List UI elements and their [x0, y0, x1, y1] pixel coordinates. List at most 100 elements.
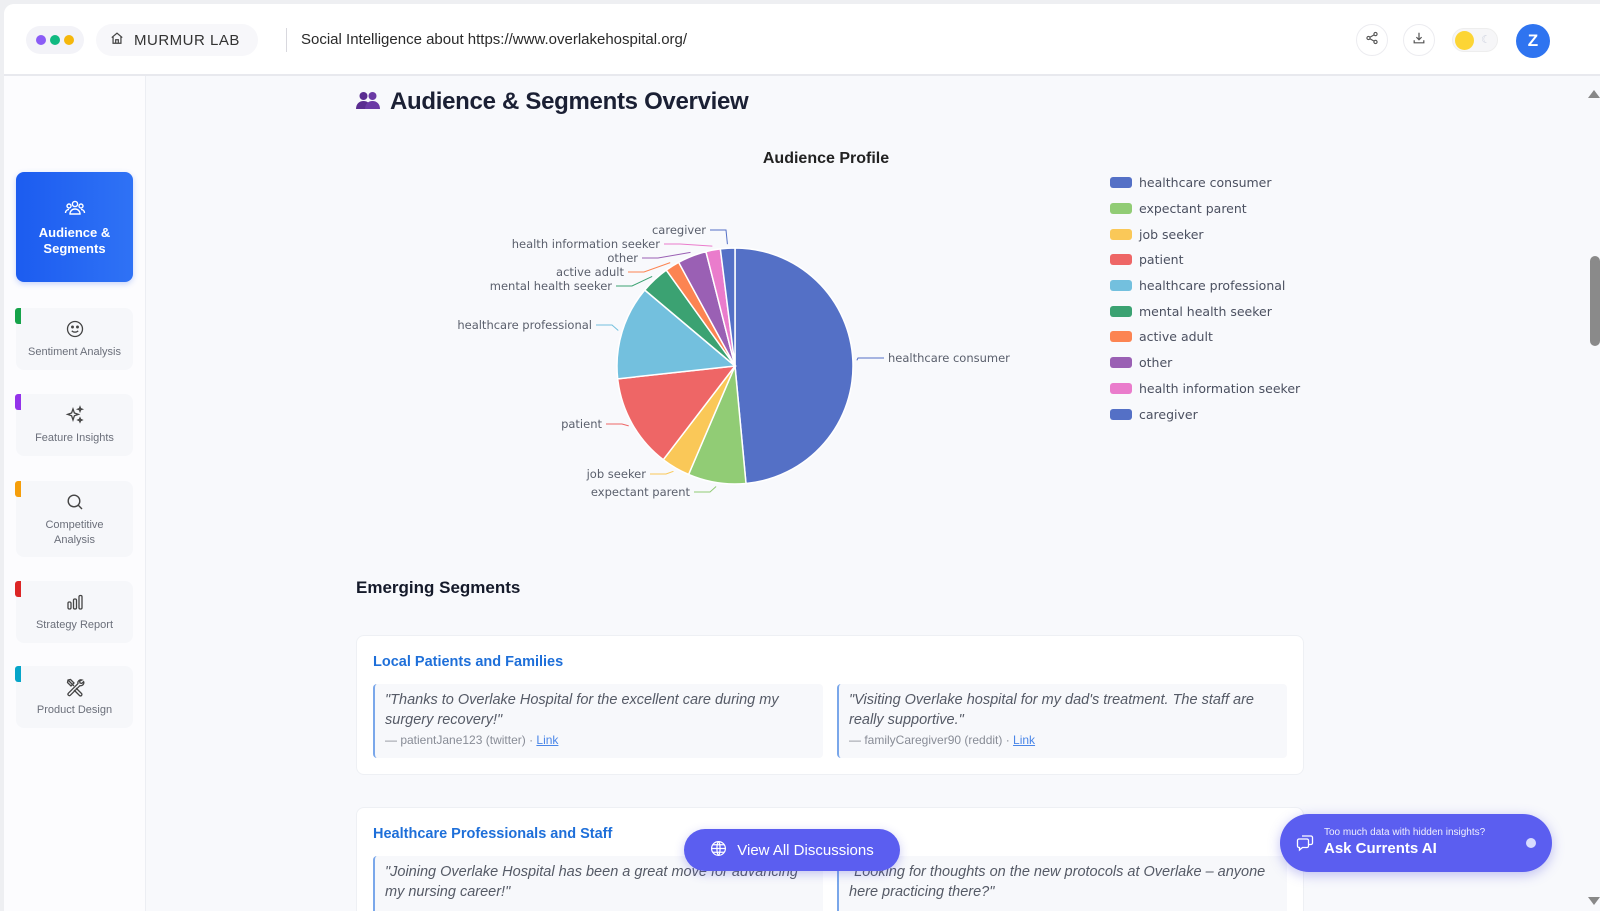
slice-label: mental health seeker	[490, 279, 612, 293]
theme-toggle[interactable]: ☾	[1452, 28, 1498, 52]
sun-knob	[1455, 31, 1474, 50]
download-icon	[1412, 31, 1426, 50]
sidebar-item-label: Product Design	[36, 704, 113, 716]
legend-swatch	[1110, 382, 1132, 394]
legend-item[interactable]: health information seeker	[1110, 376, 1300, 402]
legend-item[interactable]: patient	[1110, 247, 1300, 273]
window-dot-purple[interactable]	[36, 35, 46, 45]
sidebar-item-feature-insights[interactable]: Feature Insights	[15, 394, 133, 456]
users-icon	[356, 91, 380, 114]
legend-label: healthcare consumer	[1139, 175, 1272, 191]
accent-tab	[15, 481, 21, 497]
chart-title: Audience Profile	[762, 150, 890, 167]
source-link[interactable]: Link	[536, 733, 559, 747]
page-heading: Audience & Segments Overview	[356, 88, 749, 116]
window-controls[interactable]	[26, 26, 84, 54]
legend-swatch	[1110, 228, 1132, 240]
brand-name: MURMUR LAB	[134, 31, 240, 49]
globe-icon	[710, 840, 727, 861]
share-icon	[1365, 31, 1379, 50]
legend-item[interactable]: healthcare professional	[1110, 273, 1300, 299]
ask-ai-subtitle: Too much data with hidden insights?	[1324, 827, 1486, 838]
pie-slice-healthcare-professional[interactable]	[616, 288, 737, 380]
legend-label: healthcare professional	[1139, 278, 1286, 294]
quote-author: — patientJane123 (twitter) · Link	[385, 733, 813, 747]
bar-chart-icon	[64, 591, 86, 613]
accent-tab	[15, 581, 21, 597]
legend-label: other	[1139, 355, 1173, 371]
sidebar-item-label: Strategy Report	[35, 619, 114, 631]
pie-slice-healthcare-consumer[interactable]	[734, 247, 854, 485]
pie-slice-caregiver[interactable]	[719, 247, 736, 367]
segment-title[interactable]: Healthcare Professionals and Staff	[373, 826, 613, 842]
avatar[interactable]: Z	[1516, 24, 1550, 58]
leader-line	[606, 423, 629, 427]
legend-label: expectant parent	[1139, 201, 1247, 217]
sidebar-item-sentiment-analysis[interactable]: Sentiment Analysis	[15, 308, 133, 370]
leader-line	[694, 486, 717, 493]
leader-line	[710, 229, 728, 245]
smile-icon	[64, 318, 86, 340]
slice-label: health information seeker	[512, 237, 661, 251]
source-link[interactable]: Link	[1013, 733, 1036, 747]
scroll-down-arrow[interactable]	[1588, 897, 1600, 905]
legend-item[interactable]: active adult	[1110, 324, 1300, 350]
sidebar-item-label: Competitive Analysis	[45, 518, 104, 546]
pie-chart: healthcare consumer expectant parent job s…	[457, 223, 1010, 499]
home-button[interactable]: MURMUR LAB	[96, 24, 258, 56]
scroll-thumb[interactable]	[1590, 256, 1600, 346]
quote-text: "Visiting Overlake hospital for my dad's…	[849, 692, 1254, 728]
window-dot-yellow[interactable]	[64, 35, 74, 45]
legend-label: job seeker	[1139, 226, 1204, 242]
leader-line	[596, 324, 619, 331]
legend-label: mental health seeker	[1139, 303, 1272, 319]
legend-item[interactable]: job seeker	[1110, 221, 1300, 247]
legend-swatch	[1110, 280, 1132, 292]
sidebar-item-label: Feature Insights	[35, 432, 114, 444]
search-icon	[64, 491, 86, 513]
slice-label: expectant parent	[591, 485, 691, 499]
moon-icon: ☾	[1481, 34, 1491, 46]
quote-text: "Looking for thoughts on the new protoco…	[849, 864, 1266, 900]
share-button[interactable]	[1356, 24, 1388, 56]
accent-tab	[15, 666, 21, 682]
leader-line	[642, 251, 691, 259]
quote-block: "Looking for thoughts on the new protoco…	[837, 856, 1287, 911]
quote-block: "Thanks to Overlake Hospital for the exc…	[373, 684, 823, 758]
scrollbar[interactable]	[1556, 76, 1600, 911]
view-all-discussions-button[interactable]: View All Discussions	[684, 829, 900, 871]
emerging-segments-title: Emerging Segments	[356, 578, 521, 597]
download-button[interactable]	[1403, 24, 1435, 56]
slice-label: patient	[561, 417, 602, 431]
legend-swatch	[1110, 331, 1132, 343]
author-text: — familyCaregiver90 (reddit) ·	[849, 733, 1014, 747]
sidebar-item-competitive-analysis[interactable]: Competitive Analysis	[15, 481, 133, 557]
main-content: Audience & Segments Overview Audience Pr…	[146, 76, 1556, 911]
scroll-up-arrow[interactable]	[1588, 90, 1600, 98]
segment-card: Local Patients and Families "Thanks to O…	[356, 635, 1304, 775]
sidebar-item-audience-segments[interactable]: Audience & Segments	[16, 172, 133, 282]
segment-title[interactable]: Local Patients and Families	[373, 654, 564, 670]
quote-block: "Visiting Overlake hospital for my dad's…	[837, 684, 1287, 758]
sparkles-icon	[64, 404, 86, 426]
accent-tab	[15, 308, 21, 324]
legend-item[interactable]: caregiver	[1110, 401, 1300, 427]
legend-swatch	[1110, 408, 1132, 420]
chat-icon	[1296, 834, 1314, 857]
sidebar-item-label: Audience & Segments	[38, 224, 111, 256]
pie-slice-patient[interactable]	[616, 365, 737, 461]
legend-swatch	[1110, 177, 1132, 189]
legend-item[interactable]: other	[1110, 350, 1300, 376]
divider	[286, 28, 287, 52]
top-bar: MURMUR LAB Social Intelligence about htt…	[4, 4, 1600, 76]
legend-item[interactable]: mental health seeker	[1110, 298, 1300, 324]
slice-label: healthcare professional	[457, 318, 592, 332]
sidebar-item-product-design[interactable]: Product Design	[15, 666, 133, 728]
ask-ai-label: Ask Currents AI	[1324, 840, 1437, 857]
leader-line	[664, 243, 713, 247]
ask-ai-button[interactable]: Too much data with hidden insights? Ask …	[1280, 814, 1552, 872]
sidebar-item-strategy-report[interactable]: Strategy Report	[15, 581, 133, 643]
legend-item[interactable]: healthcare consumer	[1110, 170, 1300, 196]
window-dot-green[interactable]	[50, 35, 60, 45]
legend-item[interactable]: expectant parent	[1110, 196, 1300, 222]
